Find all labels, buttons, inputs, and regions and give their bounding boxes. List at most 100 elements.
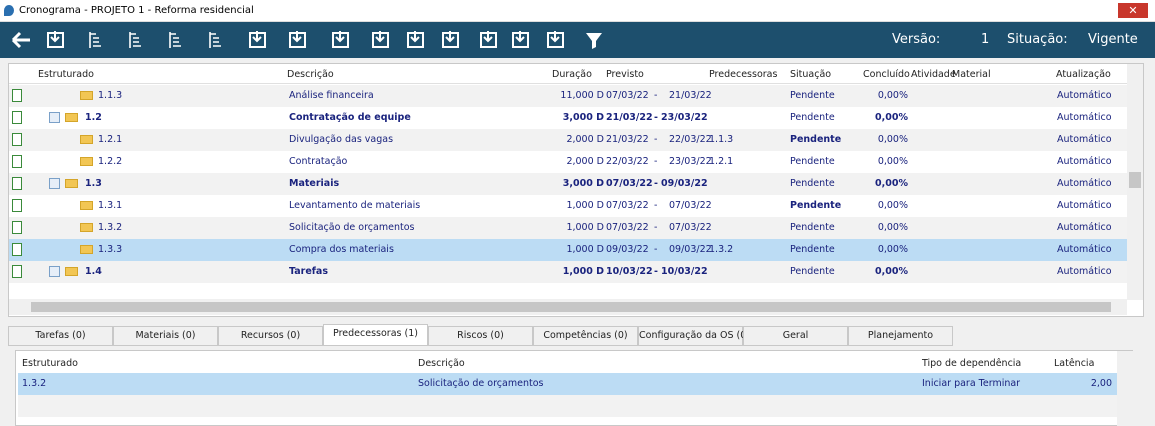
duration: 3,000 D — [562, 178, 604, 189]
status-label: Situação: — [1007, 32, 1068, 47]
folder-icon — [80, 223, 93, 232]
code: 1.2.1 — [98, 134, 123, 145]
scroll-thumb[interactable] — [1129, 172, 1141, 188]
toolbar-button[interactable] — [85, 29, 107, 51]
grid-row[interactable]: 1.2.2 Contratação 2,000 D 22/03/22-23/03/22… — [9, 151, 1127, 173]
tab[interactable]: Recursos (0) — [218, 326, 323, 346]
code: 1.3.2 — [22, 378, 47, 389]
start-date: 21/03/22 — [606, 134, 649, 145]
add-icon[interactable] — [12, 221, 22, 234]
add-icon[interactable] — [12, 199, 22, 212]
tree-icon — [49, 266, 60, 277]
column-header: Duração — [552, 69, 592, 80]
date-separator: - — [654, 178, 658, 189]
tab[interactable]: Riscos (0) — [428, 326, 533, 346]
tab[interactable]: Materiais (0) — [113, 326, 218, 346]
add-icon[interactable] — [12, 111, 22, 124]
description: Contratação — [289, 156, 348, 167]
vertical-scrollbar[interactable] — [1117, 351, 1133, 426]
grid-row[interactable]: 1.3 Materiais 3,000 D 07/03/22-09/03/22 Pend… — [9, 173, 1127, 195]
date-separator: - — [654, 266, 658, 277]
grid-row[interactable]: 1.2 Contratação de equipe 3,000 D 21/03/22-… — [9, 107, 1127, 129]
start-date: 07/03/22 — [606, 90, 649, 101]
app-icon — [4, 5, 14, 16]
status: Pendente — [790, 200, 842, 211]
tab[interactable]: Tarefas (0) — [8, 326, 113, 346]
add-icon[interactable] — [12, 155, 22, 168]
update: Automático — [1057, 90, 1112, 101]
start-date: 10/03/22 — [606, 266, 653, 277]
start-date: 07/03/22 — [606, 178, 653, 189]
end-date: 07/03/22 — [669, 200, 712, 211]
start-date: 07/03/22 — [606, 222, 649, 233]
tab-active[interactable]: Predecessoras (1) — [323, 324, 428, 346]
date-separator: - — [654, 244, 658, 255]
code: 1.3.1 — [98, 200, 123, 211]
column-header: Descrição — [287, 69, 334, 80]
add-icon[interactable] — [12, 243, 22, 256]
version-label: Versão: — [892, 32, 941, 47]
completed: 0,00% — [877, 244, 908, 255]
completed: 0,00% — [875, 178, 908, 189]
toolbar-button[interactable] — [370, 29, 392, 51]
add-icon[interactable] — [12, 177, 22, 190]
tab[interactable]: Configuração da OS (0) — [638, 326, 750, 346]
duration: 3,000 D — [562, 112, 604, 123]
toolbar-button[interactable] — [165, 29, 187, 51]
grid-row[interactable]: 1.1.3 Análise financeira 11,000 D 07/03/22-… — [9, 85, 1127, 107]
grid-row-selected[interactable]: 1.3.3 Compra dos materiais 1,000 D 09/03/22… — [9, 239, 1127, 261]
code: 1.4 — [85, 266, 102, 277]
tree-icon — [49, 178, 60, 189]
grid-row[interactable]: 1.3.2 Solicitação de orçamentos 1,000 D 07/… — [9, 217, 1127, 239]
grid-row[interactable]: 1.4 Tarefas 1,000 D 10/03/22-10/03/22 Penden… — [9, 261, 1127, 283]
date-separator: - — [654, 112, 658, 123]
description: Compra dos materiais — [289, 244, 394, 255]
tab[interactable]: Competências (0) — [533, 326, 638, 346]
detail-row-selected[interactable]: 1.3.2 Solicitação de orçamentos Iniciar pa… — [18, 373, 1117, 395]
end-date: 09/03/22 — [669, 244, 712, 255]
close-button[interactable]: ✕ — [1118, 3, 1148, 18]
grid-row[interactable]: 1.2.1 Divulgação das vagas 2,000 D 21/03/22… — [9, 129, 1127, 151]
predecessors: 1.1.3 — [709, 134, 734, 145]
update: Automático — [1057, 244, 1112, 255]
tab-strip: Tarefas (0) Materiais (0) Recursos (0) Pred… — [8, 324, 1148, 346]
toolbar-button[interactable] — [510, 29, 532, 51]
tab[interactable]: Geral — [743, 326, 848, 346]
toolbar-button[interactable] — [10, 29, 32, 51]
end-date: 23/03/22 — [669, 156, 712, 167]
date-separator: - — [654, 156, 658, 167]
add-icon[interactable] — [12, 133, 22, 146]
tab[interactable]: Planejamento — [848, 326, 953, 346]
toolbar: Versão: 1 Situação: Vigente — [0, 22, 1155, 58]
update: Automático — [1057, 156, 1112, 167]
duration: 1,000 D — [566, 200, 604, 211]
toolbar-button[interactable] — [125, 29, 147, 51]
date-separator: - — [654, 90, 658, 101]
header-border — [9, 83, 1127, 84]
status: Pendente — [790, 222, 835, 233]
toolbar-button[interactable] — [583, 29, 605, 51]
toolbar-button[interactable] — [330, 29, 352, 51]
column-header: Material — [952, 69, 991, 80]
toolbar-button[interactable] — [247, 29, 269, 51]
toolbar-button[interactable] — [440, 29, 462, 51]
toolbar-button[interactable] — [45, 29, 67, 51]
date-separator: - — [654, 222, 658, 233]
code: 1.3.2 — [98, 222, 123, 233]
add-icon[interactable] — [12, 265, 22, 278]
folder-icon — [65, 267, 78, 276]
toolbar-button[interactable] — [205, 29, 227, 51]
version-value: 1 — [981, 32, 990, 47]
toolbar-button[interactable] — [545, 29, 567, 51]
scroll-thumb[interactable] — [31, 302, 1111, 312]
completed: 0,00% — [875, 266, 908, 277]
column-header: Atividade — [911, 69, 956, 80]
predecessors: 1.2.1 — [709, 156, 734, 167]
toolbar-button[interactable] — [405, 29, 427, 51]
toolbar-button[interactable] — [287, 29, 309, 51]
add-icon[interactable] — [12, 89, 22, 102]
duration: 11,000 D — [560, 90, 604, 101]
update: Automático — [1057, 134, 1112, 145]
toolbar-button[interactable] — [478, 29, 500, 51]
grid-row[interactable]: 1.3.1 Levantamento de materiais 1,000 D 07/… — [9, 195, 1127, 217]
